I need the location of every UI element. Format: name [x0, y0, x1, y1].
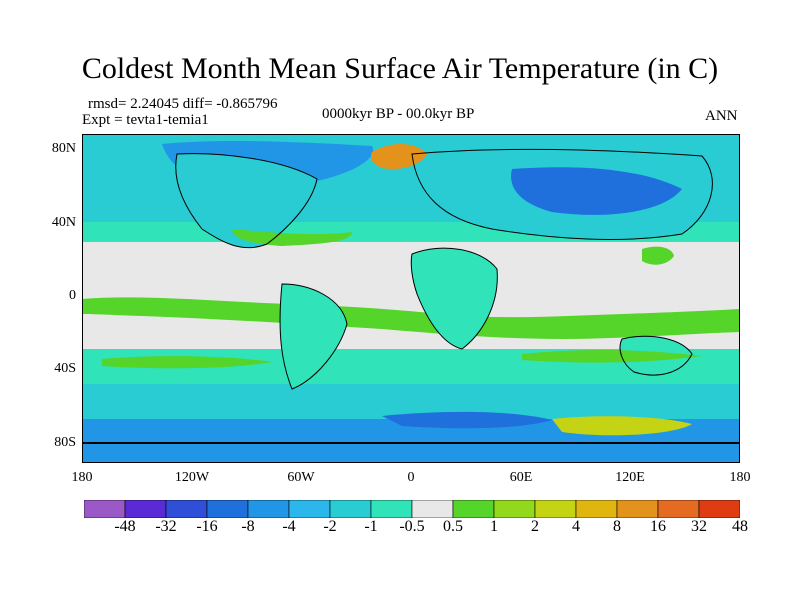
north-pacific-warm [232, 229, 352, 246]
colorbar-box [575, 500, 618, 518]
colorbar-box [616, 500, 659, 518]
colorbar-box [698, 500, 740, 518]
antarctic-coastline [82, 442, 740, 444]
antarctic-cold-core [382, 411, 552, 429]
colorbar-box [84, 500, 126, 518]
colorbar-box [657, 500, 700, 518]
colorbar-box [370, 500, 413, 518]
lat-label: 40S [54, 361, 76, 376]
colorbar-label: 1 [490, 518, 498, 535]
antarctic-warm-patch [552, 416, 692, 436]
colorbar-label: 8 [613, 518, 621, 535]
band-southern-ocean [82, 384, 740, 419]
south-america-land [280, 284, 347, 389]
siberia-cold [511, 167, 682, 215]
colorbar-box [124, 500, 167, 518]
colorbar-label: 16 [650, 518, 666, 535]
temperature-map [82, 134, 740, 463]
colorbar-label: -16 [196, 518, 218, 535]
lon-label: 180 [729, 470, 751, 485]
colorbar-box [247, 500, 290, 518]
colorbar-box [411, 500, 454, 518]
colorbar-label: 4 [572, 518, 580, 535]
colorbar-label: 0.5 [443, 518, 463, 535]
colorbar-label: -48 [114, 518, 136, 535]
lat-label: 80S [54, 435, 76, 450]
lon-label: 180 [71, 470, 93, 485]
continent-outlines [175, 148, 713, 390]
map-frame [82, 134, 740, 463]
colorbar-box [493, 500, 536, 518]
colorbar-label: -4 [282, 518, 296, 535]
africa-land [411, 248, 498, 349]
south-indian-warm-streak [522, 350, 702, 363]
lat-label: 0 [69, 288, 76, 303]
lat-label: 40N [51, 215, 76, 230]
lon-label: 0 [407, 470, 415, 485]
season-label: ANN [705, 108, 738, 124]
asia-warm-patch [642, 246, 674, 265]
lon-label: 60W [287, 470, 315, 485]
experiment-line: Expt = tevta1-temia1 [82, 112, 209, 128]
tropical-warm-swath [82, 297, 740, 339]
lon-label: 120W [174, 470, 210, 485]
period-line: 0000kyr BP - 00.0kyr BP [322, 106, 475, 122]
north-america-land [175, 153, 317, 248]
south-pacific-warm-streak [102, 356, 272, 369]
colorbar-box [452, 500, 495, 518]
colorbar-label: 32 [691, 518, 707, 535]
lon-label: 60E [509, 470, 533, 485]
colorbar-label: 48 [732, 518, 748, 535]
lat-label: 80N [51, 141, 76, 156]
colorbar-label: -32 [155, 518, 177, 535]
lon-label: 120E [615, 470, 645, 485]
colorbar-label: -2 [323, 518, 337, 535]
colorbar-label: -1 [364, 518, 378, 535]
colorbar-box [288, 500, 331, 518]
colorbar-box [534, 500, 577, 518]
colorbar [84, 500, 740, 518]
colorbar-box [329, 500, 372, 518]
colorbar-box [165, 500, 208, 518]
colorbar-label: 2 [531, 518, 539, 535]
colorbar-label: -8 [241, 518, 255, 535]
stats-line: rmsd= 2.24045 diff= -0.865796 [88, 96, 278, 112]
colorbar-label: -0.5 [399, 518, 425, 535]
map-title: Coldest Month Mean Surface Air Temperatu… [81, 52, 719, 85]
colorbar-box [206, 500, 249, 518]
